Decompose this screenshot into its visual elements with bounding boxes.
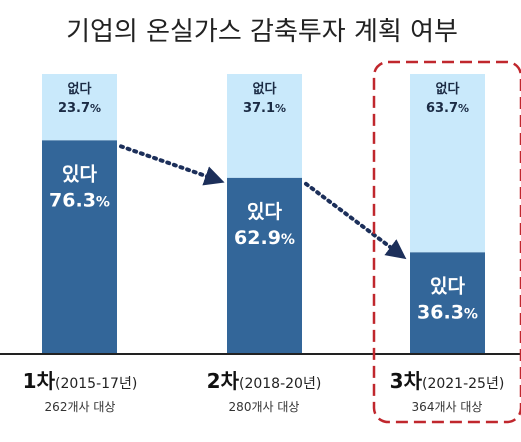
category-label-2: 2차(2018-20년) <box>207 369 322 393</box>
value-label-none-3: 63.7% <box>426 101 469 116</box>
x-axis-labels: 1차(2015-17년) 262개사 대상 2차(2018-20년) 280개사 대상… <box>23 369 505 414</box>
value-label-yes-1: 76.3% <box>49 189 110 211</box>
bars-group: 없다 23.7% 있다 76.3% 없다 37.1% 있다 62.9% 없다 63.7% 있다 36.… <box>42 74 485 354</box>
series-label-none-2: 없다 <box>253 81 277 97</box>
sample-label-2: 280개사 대상 <box>229 400 300 414</box>
highlight-box <box>372 60 521 424</box>
value-label-none-1: 23.7% <box>58 101 101 116</box>
chart-title: 기업의 온실가스 감축투자 계획 여부 <box>66 17 458 47</box>
series-label-yes-3: 있다 <box>430 275 465 297</box>
bar-yes-1 <box>42 140 117 354</box>
bar-none-2 <box>227 74 302 178</box>
trend-arrow-2 <box>304 181 407 260</box>
series-label-none-3: 없다 <box>436 81 460 97</box>
trend-arrow-1 <box>119 144 225 186</box>
bar-none-1 <box>42 74 117 141</box>
category-label-1: 1차(2015-17년) <box>23 369 138 393</box>
sample-label-3: 364개사 대상 <box>412 400 483 414</box>
bar-yes-2 <box>227 177 302 354</box>
series-label-none-1: 없다 <box>68 81 92 97</box>
value-label-yes-2: 62.9% <box>234 227 295 249</box>
category-label-3: 3차(2021-25년) <box>390 369 505 393</box>
value-label-yes-3: 36.3% <box>417 301 478 323</box>
value-label-none-2: 37.1% <box>243 101 286 116</box>
bar-yes-3 <box>410 252 485 354</box>
series-label-yes-2: 있다 <box>247 201 282 223</box>
bar-none-3 <box>410 74 485 253</box>
series-label-yes-1: 있다 <box>62 163 97 185</box>
trend-arrows <box>119 144 407 260</box>
sample-label-1: 262개사 대상 <box>45 400 116 414</box>
